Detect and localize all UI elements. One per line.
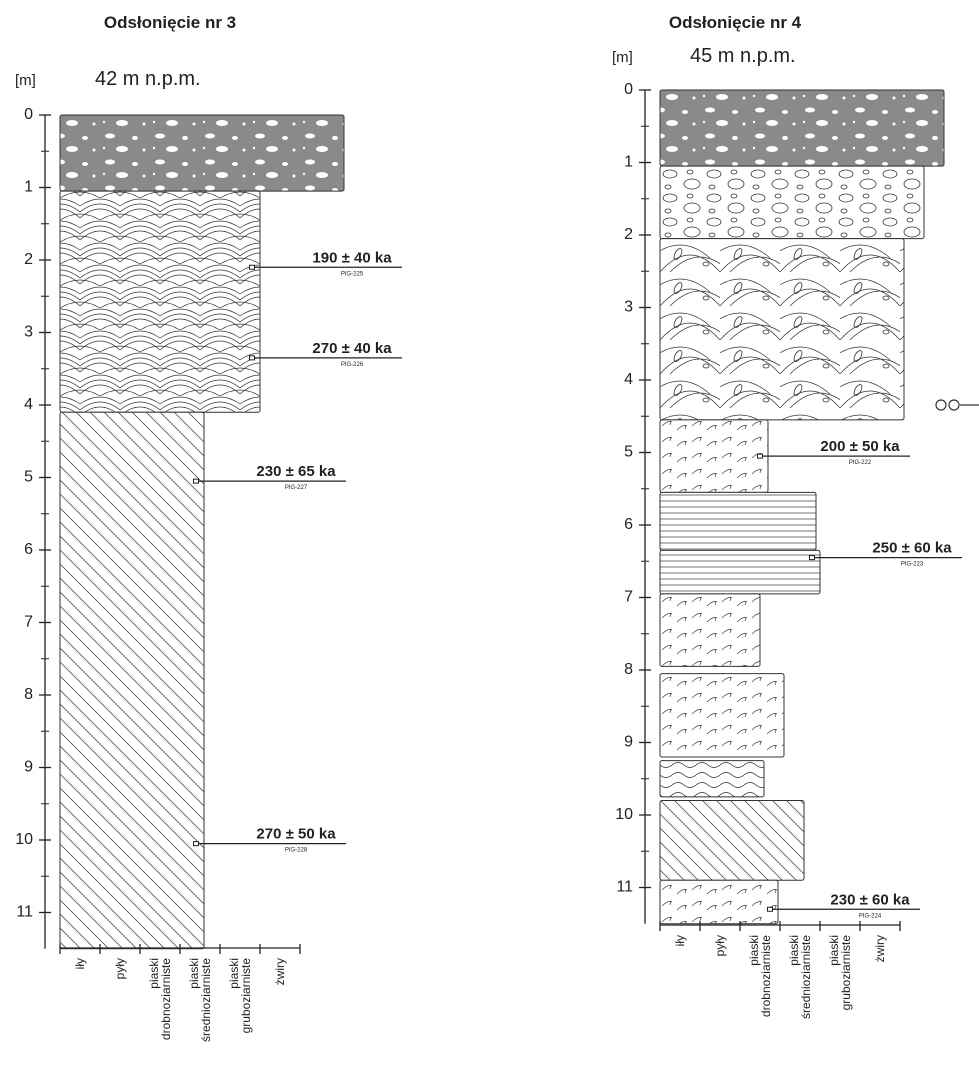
depth-tick-label: 8: [624, 661, 633, 678]
grain-label: drobnoziarniste: [759, 935, 773, 1017]
depth-tick-label: 2: [24, 251, 33, 268]
sample-age: 270 ± 50 ka: [256, 826, 336, 843]
depth-tick-label: 10: [615, 806, 633, 823]
layer: [60, 191, 260, 412]
sample-marker: [194, 842, 199, 846]
depth-tick-label: 5: [624, 444, 633, 461]
sample-marker: [768, 907, 773, 911]
grain-label: drobnoziarniste: [159, 958, 173, 1040]
depth-tick-label: 0: [624, 81, 633, 98]
depth-tick-label: 9: [624, 734, 633, 751]
grain-label: pyły: [713, 935, 727, 956]
depth-tick-label: 2: [624, 226, 633, 243]
depth-tick-label: 7: [624, 589, 633, 606]
sample-marker: [758, 454, 763, 458]
layer: [660, 239, 904, 420]
layer: [660, 594, 760, 667]
layer: [660, 674, 784, 757]
depth-tick-label: 3: [24, 324, 33, 341]
grain-label: pyły: [113, 958, 127, 979]
sample-age: 190 ± 40 ka: [312, 249, 392, 266]
grain-label: żwiry: [273, 958, 287, 985]
depth-tick-label: 10: [15, 831, 33, 848]
sample-marker: [810, 556, 815, 560]
depth-tick-label: 0: [24, 106, 33, 123]
layer: [660, 492, 816, 550]
sample-code: PIG-226: [341, 362, 364, 368]
depth-unit: [m]: [612, 49, 633, 66]
layer: [660, 166, 924, 239]
depth-tick-label: 6: [624, 516, 633, 533]
layer: [660, 420, 768, 493]
depth-tick-label: 3: [624, 299, 633, 316]
depth-tick-label: 5: [24, 469, 33, 486]
sample-code: PIG-227: [285, 485, 308, 491]
grain-label: średnioziarniste: [799, 935, 813, 1019]
sample-marker: [250, 265, 255, 269]
gravel-symbol: [936, 400, 979, 410]
elevation: 45 m n.p.m.: [690, 45, 796, 67]
depth-unit: [m]: [15, 72, 36, 89]
sample-marker: [250, 356, 255, 360]
layer: [660, 880, 778, 924]
sample-age: 230 ± 60 ka: [830, 891, 910, 908]
depth-tick-label: 4: [24, 396, 33, 413]
sample-age: 270 ± 40 ka: [312, 340, 392, 357]
grain-label: średnioziarniste: [199, 958, 213, 1042]
depth-tick-label: 1: [24, 179, 33, 196]
depth-tick-label: 4: [624, 371, 633, 388]
grain-label: gruboziarniste: [839, 935, 853, 1011]
grain-label: żwiry: [873, 935, 887, 962]
depth-tick-label: 1: [624, 154, 633, 171]
depth-tick-label: 11: [16, 904, 33, 921]
log-title: Odsłonięcie nr 3: [104, 13, 236, 32]
sample-marker: [194, 479, 199, 483]
sample-code: PIG-222: [849, 460, 872, 466]
layer: [660, 761, 764, 797]
depth-tick-label: 6: [24, 541, 33, 558]
layer: [660, 801, 804, 881]
grain-label: iły: [673, 935, 687, 946]
layer: [660, 90, 944, 166]
depth-tick-label: 11: [616, 879, 633, 896]
sample-code: PIG-225: [341, 271, 364, 277]
sample-code: PIG-223: [901, 562, 924, 568]
sample-age: 250 ± 60 ka: [872, 540, 952, 557]
diagram: Odsłonięcie nr 3 [m] 42 m n.p.m. 0 1 2 3 4 5 6 7 8 9…: [0, 0, 979, 1066]
elevation: 42 m n.p.m.: [95, 68, 201, 90]
grain-label: gruboziarniste: [239, 958, 253, 1034]
log-title: Odsłonięcie nr 4: [669, 13, 802, 32]
sample-code: PIG-224: [859, 913, 882, 919]
depth-tick-label: 8: [24, 686, 33, 703]
layer: [60, 115, 344, 191]
sample-age: 230 ± 65 ka: [256, 463, 336, 480]
depth-tick-label: 7: [24, 614, 33, 631]
layer: [660, 550, 820, 594]
depth-tick-label: 9: [24, 759, 33, 776]
sample-code: PIG-228: [285, 848, 308, 854]
layer: [60, 412, 204, 949]
grain-label: iły: [73, 958, 87, 969]
sample-age: 200 ± 50 ka: [820, 438, 900, 455]
